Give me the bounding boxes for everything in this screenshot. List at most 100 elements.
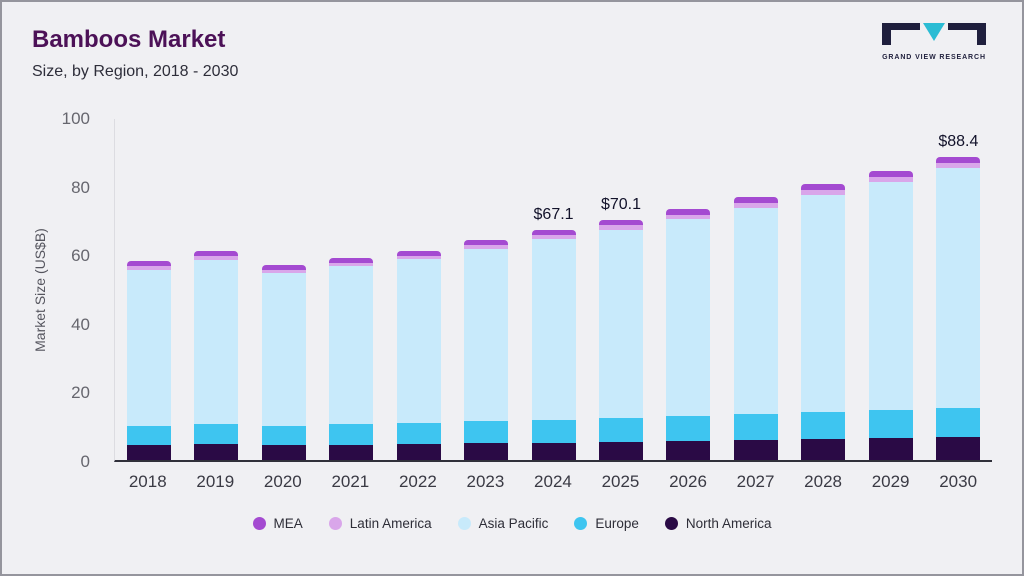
segment-north-america-2020 bbox=[261, 445, 306, 460]
segment-asia-pacific-2020 bbox=[261, 273, 306, 426]
segment-europe-2022 bbox=[396, 423, 441, 444]
segment-asia-pacific-2026 bbox=[666, 219, 711, 417]
segment-asia-pacific-2024 bbox=[531, 239, 576, 420]
x-label-2026: 2026 bbox=[669, 472, 707, 491]
segment-north-america-2022 bbox=[396, 443, 441, 460]
legend-label-north-america: North America bbox=[685, 516, 772, 531]
segment-europe-2020 bbox=[261, 425, 306, 446]
segment-mea-2025 bbox=[599, 219, 644, 226]
legend-dot-mea bbox=[252, 517, 266, 530]
bar-stack-2018 bbox=[126, 261, 171, 460]
segment-europe-2023 bbox=[464, 421, 509, 444]
bar-2018 bbox=[115, 119, 182, 460]
y-tick-0: 0 bbox=[80, 452, 90, 471]
x-label-2022: 2022 bbox=[398, 472, 437, 491]
legend-label-asia-pacific: Asia Pacific bbox=[478, 516, 549, 531]
bar-stack-2020 bbox=[261, 264, 306, 460]
plot-area: $67.1 $70.1 $88.4 bbox=[114, 119, 992, 462]
segment-asia-pacific-2019 bbox=[194, 259, 239, 425]
x-axis-labels: 2018 2019 2020 2021 2022 2023 2024 2025 2026 2027… bbox=[114, 472, 992, 492]
segment-mea-2020 bbox=[261, 264, 306, 270]
x-label-2027: 2027 bbox=[736, 472, 775, 491]
segment-north-america-2026 bbox=[666, 441, 711, 460]
y-tick-100: 100 bbox=[61, 109, 90, 128]
legend-dot-north-america bbox=[664, 517, 678, 530]
segment-asia-pacific-2022 bbox=[396, 259, 441, 424]
segment-europe-2025 bbox=[599, 417, 644, 442]
segment-asia-pacific-2023 bbox=[464, 249, 509, 422]
y-axis-ticks: 0 20 40 60 80 100 bbox=[32, 109, 102, 471]
segment-north-america-2025 bbox=[599, 441, 644, 460]
bar-2030: $88.4 bbox=[925, 119, 992, 460]
segment-asia-pacific-2025 bbox=[599, 229, 644, 418]
x-label-2025: 2025 bbox=[601, 472, 640, 491]
segment-europe-2018 bbox=[126, 425, 171, 445]
bar-2026 bbox=[655, 119, 722, 460]
segment-latin-america-2028 bbox=[801, 189, 846, 195]
bar-2021 bbox=[317, 119, 384, 460]
segment-europe-2028 bbox=[801, 412, 846, 440]
x-label-2018: 2018 bbox=[128, 472, 167, 491]
segment-europe-2026 bbox=[666, 416, 711, 442]
bar-stack-2019 bbox=[194, 250, 239, 460]
segment-asia-pacific-2030 bbox=[936, 167, 981, 408]
x-label-2021: 2021 bbox=[331, 472, 370, 491]
x-label-2019: 2019 bbox=[196, 472, 235, 491]
y-tick-40: 40 bbox=[71, 314, 90, 334]
segment-latin-america-2030 bbox=[936, 162, 981, 168]
segment-mea-2028 bbox=[801, 183, 846, 190]
y-tick-60: 60 bbox=[71, 246, 90, 266]
segment-north-america-2030 bbox=[936, 437, 981, 460]
segment-latin-america-2019 bbox=[194, 255, 239, 260]
bar-2022 bbox=[385, 119, 452, 460]
page-title: Bamboos Market bbox=[32, 26, 226, 53]
segment-north-america-2023 bbox=[464, 443, 509, 460]
segment-asia-pacific-2021 bbox=[329, 266, 374, 425]
segment-north-america-2021 bbox=[329, 444, 374, 460]
bar-stack-2026 bbox=[666, 208, 711, 460]
segment-europe-2029 bbox=[868, 410, 913, 439]
bar-value-label-2025: $70.1 bbox=[600, 195, 642, 213]
segment-latin-america-2018 bbox=[126, 266, 171, 270]
bar-stack-2030 bbox=[936, 156, 981, 460]
segment-north-america-2028 bbox=[801, 439, 846, 460]
legend-item-north-america: North America bbox=[664, 516, 772, 531]
legend-item-latin-america: Latin America bbox=[328, 516, 432, 531]
x-label-2024: 2024 bbox=[534, 472, 572, 491]
bar-stack-2022 bbox=[396, 250, 441, 460]
bar-2024: $67.1 bbox=[520, 119, 587, 460]
bar-value-label-2024: $67.1 bbox=[533, 205, 574, 223]
bar-stack-2021 bbox=[329, 257, 374, 460]
bar-2023 bbox=[452, 119, 519, 460]
segment-mea-2030 bbox=[936, 156, 981, 163]
brand-logo-mark-icon bbox=[882, 23, 986, 45]
legend-item-europe: Europe bbox=[574, 516, 639, 531]
segment-north-america-2024 bbox=[531, 442, 576, 460]
bar-stack-2027 bbox=[733, 196, 778, 460]
segment-latin-america-2023 bbox=[464, 244, 509, 250]
y-tick-20: 20 bbox=[71, 383, 90, 403]
bar-stack-2023 bbox=[464, 239, 509, 460]
bar-stack-2025 bbox=[599, 219, 644, 460]
bar-stack-2024 bbox=[531, 229, 576, 460]
segment-asia-pacific-2028 bbox=[801, 194, 846, 413]
segment-mea-2024 bbox=[531, 229, 576, 236]
segment-asia-pacific-2027 bbox=[733, 207, 778, 415]
bar-stack-2029 bbox=[868, 170, 913, 460]
x-label-2020: 2020 bbox=[263, 472, 302, 491]
segment-mea-2019 bbox=[194, 250, 239, 256]
x-label-2029: 2029 bbox=[871, 472, 910, 491]
legend-dot-asia-pacific bbox=[457, 517, 471, 530]
segment-latin-america-2027 bbox=[733, 202, 778, 208]
segment-asia-pacific-2018 bbox=[126, 269, 171, 426]
segment-north-america-2029 bbox=[868, 438, 913, 460]
brand-logo: GRAND VIEW RESEARCH bbox=[882, 22, 986, 61]
x-label-2028: 2028 bbox=[804, 472, 842, 491]
segment-mea-2018 bbox=[126, 261, 171, 267]
segment-mea-2029 bbox=[868, 170, 913, 178]
legend-dot-europe bbox=[574, 517, 588, 530]
brand-logo-text: GRAND VIEW RESEARCH bbox=[882, 54, 986, 61]
segment-latin-america-2026 bbox=[666, 214, 711, 220]
bar-2025: $70.1 bbox=[587, 119, 654, 460]
